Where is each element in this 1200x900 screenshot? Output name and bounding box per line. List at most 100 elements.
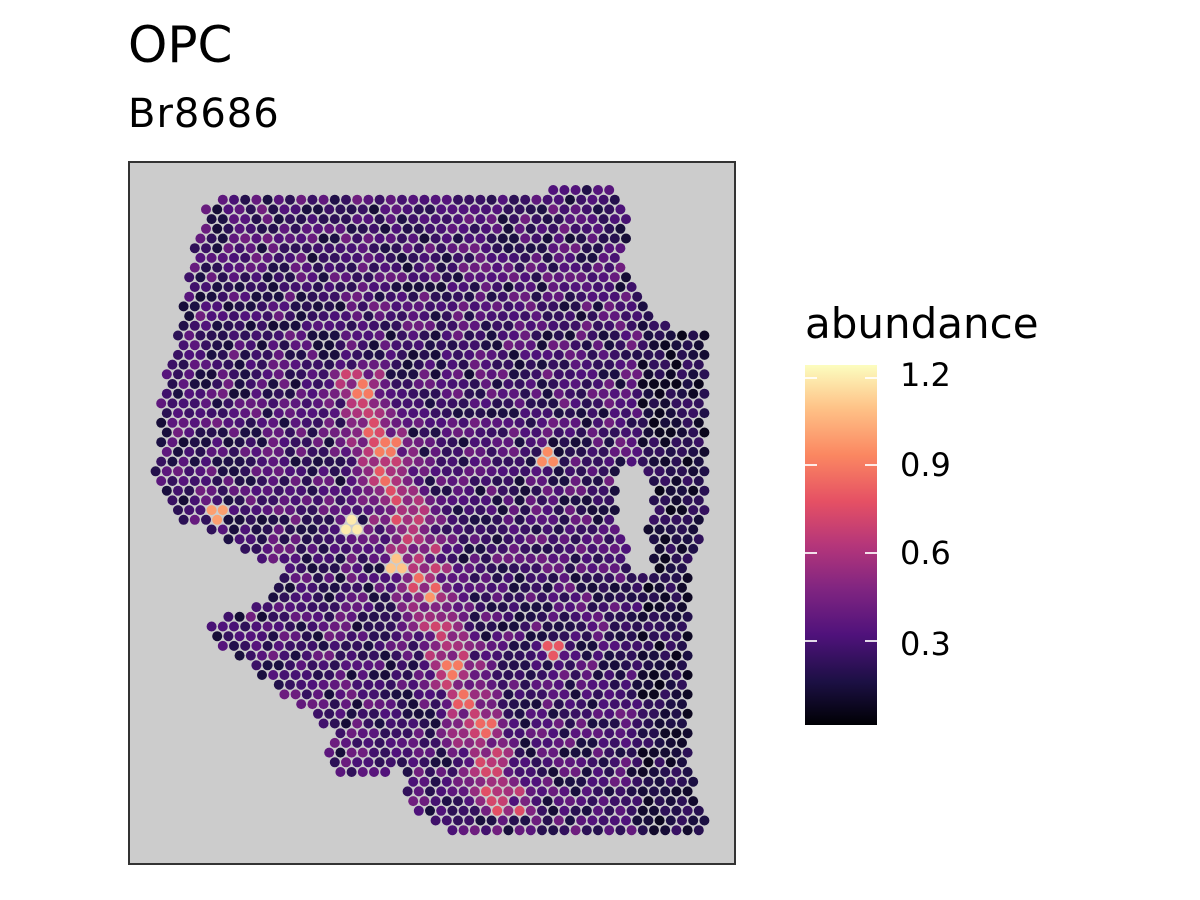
spot xyxy=(335,592,346,603)
spot xyxy=(548,573,559,583)
spot xyxy=(335,476,346,486)
spot xyxy=(251,252,262,263)
spot xyxy=(385,543,396,554)
spot xyxy=(464,408,475,419)
spot xyxy=(279,495,290,506)
spot xyxy=(520,640,531,651)
spot xyxy=(464,582,475,593)
spot xyxy=(509,427,519,438)
spot xyxy=(346,379,357,389)
spot xyxy=(341,194,351,205)
spot xyxy=(279,301,290,312)
spot xyxy=(570,223,581,234)
spot xyxy=(273,388,284,399)
spot xyxy=(464,485,475,496)
spot xyxy=(464,272,475,283)
spot xyxy=(587,446,598,457)
spot xyxy=(531,505,542,516)
spot xyxy=(285,485,295,496)
spot xyxy=(189,359,200,370)
spot xyxy=(391,301,402,312)
spot xyxy=(481,767,491,777)
spot xyxy=(604,534,615,545)
spot xyxy=(548,747,559,758)
spot xyxy=(464,543,475,554)
spot xyxy=(217,369,228,380)
spot xyxy=(581,379,592,389)
spot xyxy=(475,272,486,283)
spot xyxy=(313,417,323,428)
spot xyxy=(436,204,447,215)
spot xyxy=(240,446,251,457)
spot xyxy=(402,495,413,506)
spot xyxy=(357,553,368,564)
spot xyxy=(363,252,374,263)
spot xyxy=(492,670,503,680)
spot xyxy=(503,767,514,777)
spot xyxy=(217,446,228,457)
spot xyxy=(391,476,402,486)
spot xyxy=(385,466,396,477)
spot xyxy=(464,505,475,516)
spot xyxy=(458,514,469,525)
spot xyxy=(234,398,245,409)
spot xyxy=(318,330,329,341)
spot xyxy=(542,311,553,322)
spot xyxy=(531,543,542,554)
spot xyxy=(447,282,458,292)
spot xyxy=(296,602,307,613)
spot xyxy=(245,223,256,234)
spot xyxy=(173,505,183,516)
spot xyxy=(229,214,239,225)
spot xyxy=(380,417,391,428)
spot xyxy=(593,747,603,758)
spot xyxy=(503,553,514,564)
spot xyxy=(609,252,620,263)
spot xyxy=(486,699,497,710)
spot xyxy=(436,417,447,428)
spot xyxy=(475,349,486,360)
spot xyxy=(178,320,189,331)
spot xyxy=(643,388,654,399)
spot xyxy=(441,718,452,729)
spot xyxy=(430,776,441,787)
spot xyxy=(217,252,228,263)
spot xyxy=(369,262,379,273)
spot xyxy=(318,563,329,574)
spot xyxy=(217,330,228,341)
spot xyxy=(637,631,648,642)
spot xyxy=(296,408,307,419)
spot xyxy=(492,553,503,564)
spot xyxy=(464,718,475,729)
spot xyxy=(447,573,458,583)
spot xyxy=(369,534,379,545)
spot xyxy=(525,592,536,603)
spot xyxy=(212,243,223,254)
spot xyxy=(593,825,603,836)
spot xyxy=(408,311,419,322)
spot xyxy=(481,728,491,739)
spot xyxy=(397,660,407,671)
spot xyxy=(301,592,312,603)
spot xyxy=(693,495,704,506)
spot xyxy=(453,718,463,729)
spot xyxy=(626,650,637,661)
spot xyxy=(223,417,234,428)
spot xyxy=(537,379,547,389)
spot xyxy=(273,505,284,516)
spot xyxy=(593,805,603,816)
spot xyxy=(268,243,279,254)
spot xyxy=(346,553,357,564)
spot xyxy=(604,243,615,254)
spot xyxy=(486,582,497,593)
spot xyxy=(318,543,329,554)
spot xyxy=(313,320,323,331)
spot xyxy=(565,408,575,419)
spot xyxy=(374,408,385,419)
spot xyxy=(677,388,687,399)
spot xyxy=(481,204,491,215)
spot xyxy=(425,708,435,719)
spot xyxy=(654,718,665,729)
spot xyxy=(425,243,435,254)
spot xyxy=(430,446,441,457)
